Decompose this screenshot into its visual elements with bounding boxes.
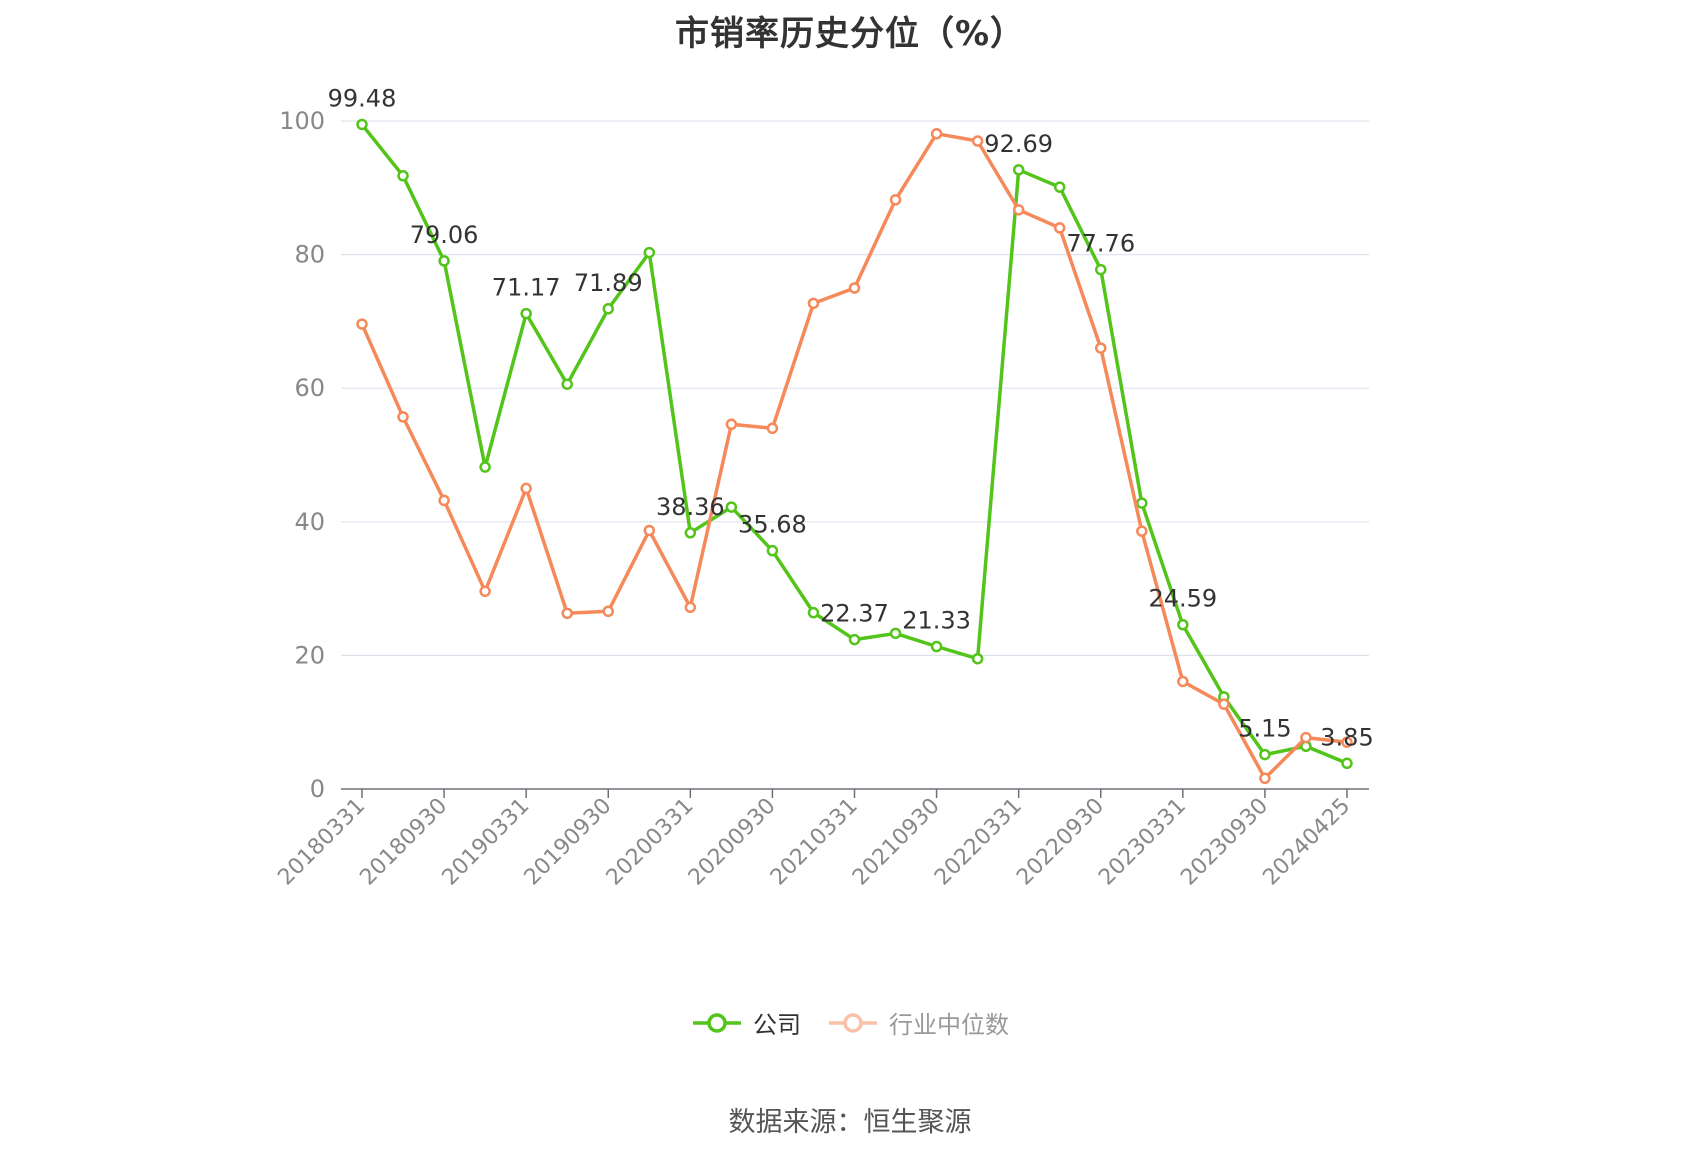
- data-point-series-1: [807, 297, 820, 310]
- x-tick-label: 20180331: [273, 794, 370, 891]
- data-label: 22.37: [820, 600, 889, 628]
- data-point-series-1: [643, 524, 656, 537]
- data-point-series-1: [725, 418, 738, 431]
- data-point-series-1: [438, 494, 450, 507]
- data-label: 71.89: [574, 269, 643, 297]
- data-point-series-0: [848, 633, 861, 646]
- data-point-series-0: [397, 170, 409, 182]
- data-point-series-1: [1341, 736, 1353, 748]
- data-label: 71.17: [492, 274, 561, 302]
- data-source-note: 数据来源：恒生聚源: [728, 1107, 972, 1138]
- data-label: 92.69: [984, 130, 1053, 158]
- data-labels: 99.48 79.06 71.17 71.89 38.36 35.68 22.37 21.33…: [328, 84, 1374, 751]
- legend-label-company: 公司: [753, 1011, 801, 1039]
- x-axis-ticks: 2018033120180930201903312019093020200331…: [273, 794, 1355, 891]
- chart-title: 市销率历史分位（%）: [674, 14, 1026, 54]
- data-point-series-1: [356, 318, 368, 330]
- data-point-series-0: [1177, 618, 1189, 631]
- data-point-series-1: [1136, 525, 1148, 537]
- data-label: 99.48: [328, 84, 397, 112]
- data-point-series-1: [561, 607, 573, 620]
- data-label: 38.36: [656, 493, 725, 521]
- data-point-series-1: [889, 194, 902, 206]
- data-point-series-0: [889, 627, 902, 640]
- data-point-series-0: [1095, 263, 1107, 276]
- data-label: 35.68: [738, 511, 807, 539]
- data-point-series-1: [1300, 731, 1312, 744]
- data-point-series-0: [971, 652, 984, 665]
- y-tick-label: 60: [294, 374, 325, 402]
- legend-label-industry-median: 行业中位数: [889, 1011, 1009, 1039]
- data-label: 5.15: [1238, 715, 1291, 743]
- data-point-series-1: [1259, 772, 1271, 785]
- y-tick-label: 40: [294, 508, 325, 536]
- legend-swatch-company: [693, 1012, 741, 1033]
- x-tick-label: 20210930: [848, 794, 945, 891]
- legend-item-company[interactable]: 公司: [691, 1005, 801, 1040]
- data-point-series-0: [1053, 181, 1066, 193]
- data-point-series-0: [1136, 497, 1148, 509]
- y-tick-label: 80: [294, 241, 325, 269]
- data-point-series-1: [1095, 342, 1107, 354]
- data-point-series-0: [807, 606, 820, 619]
- x-tick-label: 20220930: [1012, 794, 1109, 891]
- data-point-series-0: [930, 640, 943, 653]
- x-tick-label: 20210331: [766, 794, 863, 891]
- x-tick-label: 20200331: [602, 794, 699, 891]
- series-lines: [356, 118, 1353, 785]
- data-point-series-1: [602, 605, 614, 618]
- data-label: 3.85: [1320, 723, 1373, 751]
- data-point-series-0: [561, 378, 573, 390]
- data-label: 24.59: [1148, 585, 1217, 613]
- y-axis-ticks: 0 20 40 60 80 100: [279, 107, 325, 803]
- x-tick-label: 20190930: [520, 794, 617, 891]
- x-tick-label: 20230930: [1176, 794, 1273, 891]
- x-tick-label: 20220331: [930, 794, 1027, 891]
- data-label: 21.33: [902, 607, 971, 635]
- data-point-series-1: [684, 601, 697, 614]
- grid-lines: [341, 120, 1369, 657]
- data-point-series-1: [1218, 698, 1230, 710]
- data-point-series-1: [1012, 204, 1025, 216]
- series-line-0: [360, 123, 1348, 765]
- data-point-series-1: [766, 422, 779, 435]
- data-point-series-0: [766, 544, 779, 557]
- y-tick-label: 20: [294, 641, 325, 669]
- data-point-series-0: [725, 501, 738, 513]
- legend-swatch-industry-median: [829, 1012, 877, 1033]
- data-point-series-0: [643, 246, 656, 259]
- data-label: 79.06: [410, 221, 479, 249]
- x-tick-label: 20230331: [1094, 794, 1191, 891]
- data-point-series-0: [1341, 757, 1353, 770]
- legend-item-industry-median[interactable]: 行业中位数: [827, 1005, 1009, 1040]
- x-tick-label: 20180930: [355, 794, 452, 891]
- data-point-series-1: [1177, 675, 1189, 688]
- data-point-series-0: [602, 303, 614, 315]
- series-line-1: [360, 131, 1348, 781]
- x-tick-label: 20190331: [438, 794, 535, 891]
- y-tick-label: 100: [279, 107, 325, 135]
- data-point-series-1: [520, 482, 532, 495]
- data-point-series-0: [1259, 748, 1271, 761]
- legend: 公司 行业中位数: [0, 1005, 1700, 1040]
- y-tick-label: 0: [310, 775, 325, 803]
- data-point-series-1: [1053, 222, 1066, 234]
- data-point-series-0: [356, 118, 368, 131]
- data-point-series-0: [1012, 164, 1025, 176]
- data-point-series-0: [479, 461, 491, 473]
- data-point-series-1: [848, 282, 861, 294]
- data-label: 77.76: [1066, 230, 1135, 258]
- data-point-series-0: [438, 255, 450, 267]
- data-point-series-1: [971, 135, 984, 147]
- x-tick-label: 20200930: [684, 794, 781, 891]
- data-point-series-0: [684, 527, 697, 539]
- data-point-series-1: [930, 127, 943, 140]
- data-point-series-1: [479, 585, 491, 598]
- data-point-series-0: [520, 307, 532, 320]
- x-axis: [341, 788, 1369, 798]
- x-tick-label: 20240425: [1258, 794, 1355, 891]
- data-point-series-1: [397, 411, 409, 423]
